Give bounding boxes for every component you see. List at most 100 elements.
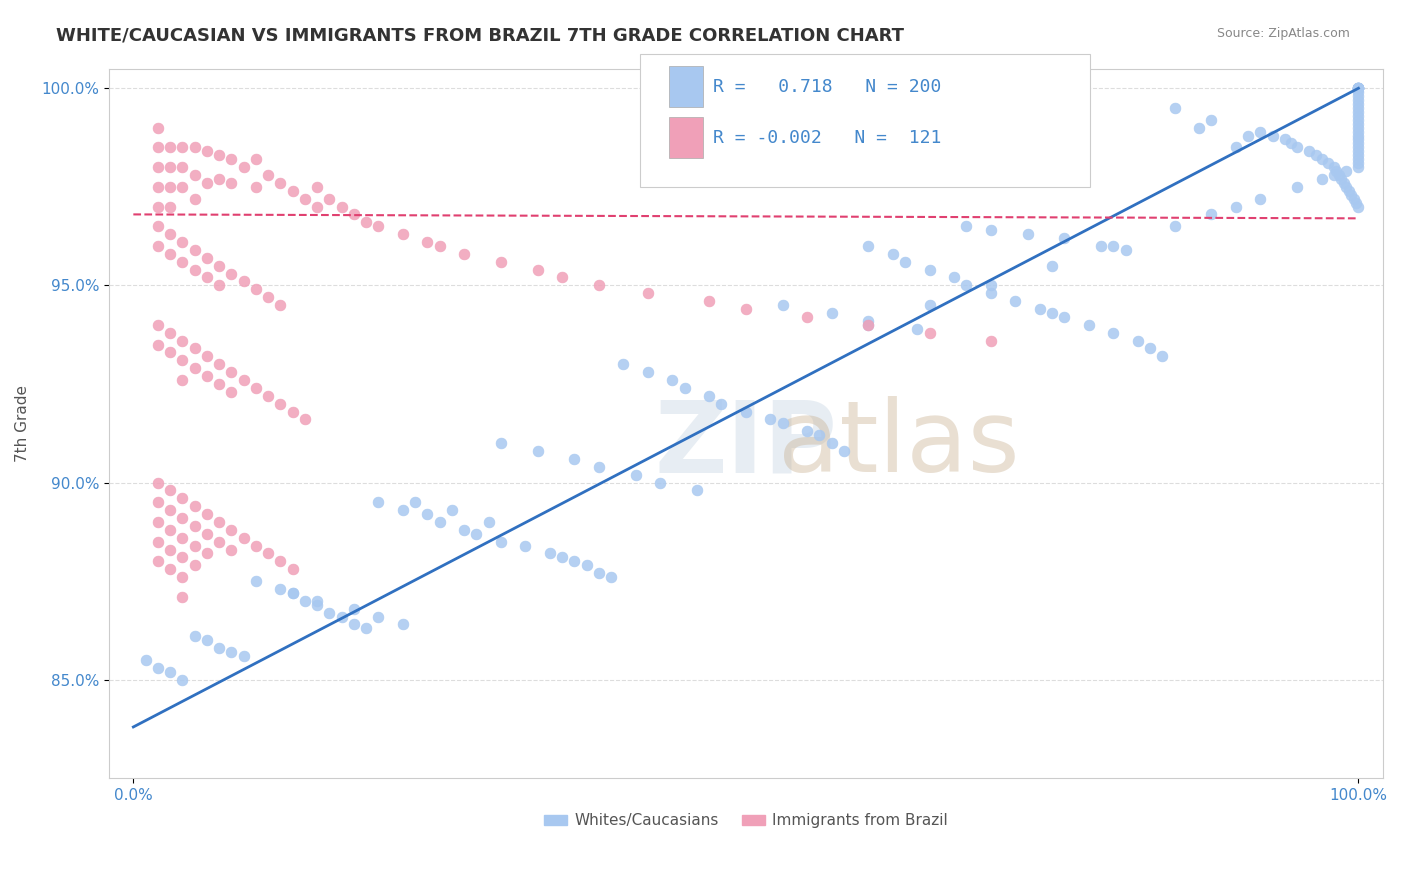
- Point: [146, 661, 169, 675]
- Point: [1237, 128, 1260, 143]
- Point: [281, 562, 304, 576]
- Point: [159, 179, 181, 194]
- Point: [183, 629, 205, 643]
- Point: [1126, 334, 1149, 348]
- Point: [146, 495, 169, 509]
- Point: [146, 179, 169, 194]
- Point: [146, 219, 169, 234]
- Point: [637, 286, 659, 301]
- Point: [1347, 132, 1369, 146]
- Point: [183, 361, 205, 376]
- Point: [1347, 81, 1369, 95]
- Point: [159, 665, 181, 679]
- Point: [232, 160, 254, 174]
- Point: [172, 531, 194, 545]
- Point: [146, 140, 169, 154]
- Point: [208, 259, 231, 273]
- Point: [318, 192, 340, 206]
- Point: [1201, 207, 1223, 221]
- Point: [882, 247, 904, 261]
- Point: [1115, 243, 1137, 257]
- Point: [146, 475, 169, 490]
- Point: [955, 219, 977, 234]
- Point: [526, 262, 548, 277]
- Point: [1347, 117, 1369, 131]
- Point: [1004, 294, 1026, 309]
- Point: [1225, 200, 1247, 214]
- Point: [146, 337, 169, 351]
- Point: [172, 491, 194, 506]
- Point: [440, 503, 463, 517]
- Point: [612, 357, 634, 371]
- Point: [1323, 168, 1346, 182]
- Point: [159, 140, 181, 154]
- Point: [232, 373, 254, 387]
- Point: [208, 641, 231, 656]
- Point: [232, 648, 254, 663]
- Point: [269, 397, 291, 411]
- Point: [159, 503, 181, 517]
- Point: [416, 507, 439, 521]
- Point: [1163, 101, 1185, 115]
- Point: [146, 160, 169, 174]
- Point: [195, 145, 218, 159]
- Point: [221, 542, 243, 557]
- Point: [735, 404, 758, 418]
- Point: [245, 539, 267, 553]
- Point: [1347, 112, 1369, 127]
- Point: [269, 176, 291, 190]
- Point: [1347, 156, 1369, 170]
- Point: [1188, 120, 1211, 135]
- Point: [1347, 85, 1369, 99]
- Point: [796, 310, 818, 324]
- Point: [1347, 125, 1369, 139]
- Text: Source: ZipAtlas.com: Source: ZipAtlas.com: [1216, 27, 1350, 40]
- Point: [343, 617, 366, 632]
- Y-axis label: 7th Grade: 7th Grade: [15, 384, 30, 462]
- Point: [1152, 349, 1174, 363]
- Point: [1347, 140, 1369, 154]
- Text: R =   0.718   N = 200: R = 0.718 N = 200: [713, 78, 941, 95]
- Point: [650, 475, 672, 490]
- Text: atlas: atlas: [778, 396, 1019, 493]
- Point: [772, 298, 794, 312]
- Point: [195, 526, 218, 541]
- Point: [772, 417, 794, 431]
- Point: [172, 140, 194, 154]
- Point: [183, 539, 205, 553]
- Point: [1323, 160, 1346, 174]
- Point: [1316, 156, 1339, 170]
- Point: [172, 511, 194, 525]
- Point: [1327, 168, 1350, 182]
- Point: [183, 499, 205, 513]
- Point: [195, 251, 218, 265]
- Point: [918, 298, 941, 312]
- Point: [637, 365, 659, 379]
- Point: [1343, 192, 1365, 206]
- Point: [245, 152, 267, 166]
- Point: [489, 436, 512, 450]
- Point: [221, 523, 243, 537]
- Point: [710, 397, 733, 411]
- Point: [1330, 172, 1353, 186]
- Point: [1077, 318, 1099, 332]
- Point: [1344, 195, 1367, 210]
- Point: [172, 334, 194, 348]
- Point: [195, 369, 218, 384]
- Point: [943, 270, 966, 285]
- Point: [1347, 101, 1369, 115]
- Point: [1090, 239, 1112, 253]
- Point: [1347, 120, 1369, 135]
- Point: [221, 152, 243, 166]
- Point: [1347, 81, 1369, 95]
- Point: [195, 176, 218, 190]
- Point: [172, 353, 194, 368]
- Point: [980, 278, 1002, 293]
- Point: [1347, 81, 1369, 95]
- Point: [1340, 187, 1362, 202]
- Point: [330, 609, 353, 624]
- Point: [307, 594, 329, 608]
- Point: [551, 550, 574, 565]
- Point: [159, 160, 181, 174]
- Point: [489, 254, 512, 268]
